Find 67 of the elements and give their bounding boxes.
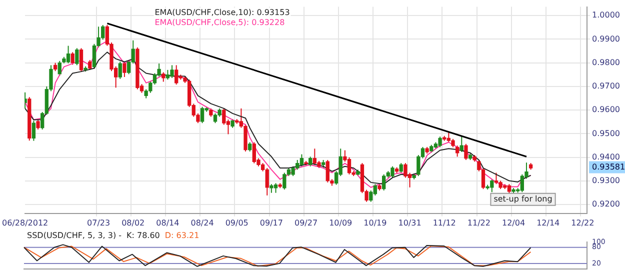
y-tick-label: 1.0000 (592, 10, 620, 20)
y-tick-label: 0.9500 (592, 128, 620, 138)
candlestick (200, 106, 204, 124)
candlestick (265, 168, 269, 196)
candlestick (308, 156, 312, 167)
series-label: K: 78.60 (126, 231, 160, 240)
candlestick (282, 172, 286, 190)
candlestick (170, 64, 174, 78)
y-tick-label: 0.9800 (592, 58, 620, 67)
x-tick-label: 07/23 (87, 218, 110, 228)
candlestick (347, 156, 352, 175)
candlestick (58, 60, 62, 76)
candlestick (312, 148, 317, 166)
candlestick (390, 166, 394, 178)
x-tick-label: 10/09 (329, 218, 352, 228)
chart-title: SSD(USD/CHF, 5, 3, 3) - (27, 231, 122, 240)
text: EMA(USD/CHF,Close,10): 0.93153 (154, 8, 290, 17)
candlestick (162, 72, 166, 82)
y-tick-label: 0.9300 (592, 176, 620, 186)
candlestick (455, 145, 460, 158)
x-tick-label: 11/22 (467, 218, 490, 228)
text: EMA(USD/CHF,Close,5): 0.93228 (154, 18, 285, 27)
candlestick (382, 174, 386, 191)
annotation: set-up for long (494, 194, 552, 204)
candlestick (122, 61, 126, 78)
candlestick (438, 136, 442, 148)
candlestick (66, 45, 70, 64)
candlestick (494, 172, 498, 185)
candlestick (118, 61, 122, 80)
candlestick (399, 162, 403, 174)
x-tick-label: 11/12 (432, 218, 456, 228)
y-tick-label: 0.9200 (592, 200, 620, 209)
candlestick (166, 69, 170, 80)
y-tick-label: 0.9400 (592, 152, 620, 162)
x-tick-label: 09/17 (260, 218, 283, 228)
x-tick-label: 12/22 (571, 218, 594, 228)
x-tick-label: 09/27 (294, 218, 318, 228)
x-tick-label: 08/14 (156, 218, 180, 228)
candlestick (36, 119, 40, 130)
candlestick (460, 135, 464, 152)
candlestick (464, 143, 468, 160)
x-tick-label: 10/19 (364, 218, 387, 228)
candlestick (300, 154, 304, 167)
candlestick (70, 52, 74, 66)
candlestick (446, 132, 451, 143)
candlestick (75, 48, 79, 66)
x-tick-label: 06/28/2012 (2, 218, 48, 228)
candlestick (369, 190, 373, 202)
x-tick-label: 10/31 (398, 218, 422, 228)
y-tick-label: 0.9700 (592, 82, 620, 91)
x-tick-label: 08/24 (190, 218, 214, 228)
y-tick-label: 0.9600 (592, 105, 620, 114)
candlestick (213, 112, 218, 124)
candlestick (174, 64, 178, 86)
y-tick-label: 0.9900 (592, 34, 620, 44)
x-tick-label: 12/14 (536, 218, 560, 228)
x-tick-label: 12/04 (502, 218, 526, 228)
x-tick-label: 09/05 (225, 218, 248, 228)
candlestick (79, 48, 84, 72)
candlestick (248, 142, 252, 152)
candlestick (222, 108, 226, 126)
candlestick (32, 120, 36, 142)
annotation: 0.93581 (592, 162, 625, 172)
x-tick-label: 08/02 (122, 218, 145, 228)
candlestick (404, 162, 408, 178)
candlestick (88, 59, 92, 70)
series-label: D: 63.21 (164, 231, 200, 240)
